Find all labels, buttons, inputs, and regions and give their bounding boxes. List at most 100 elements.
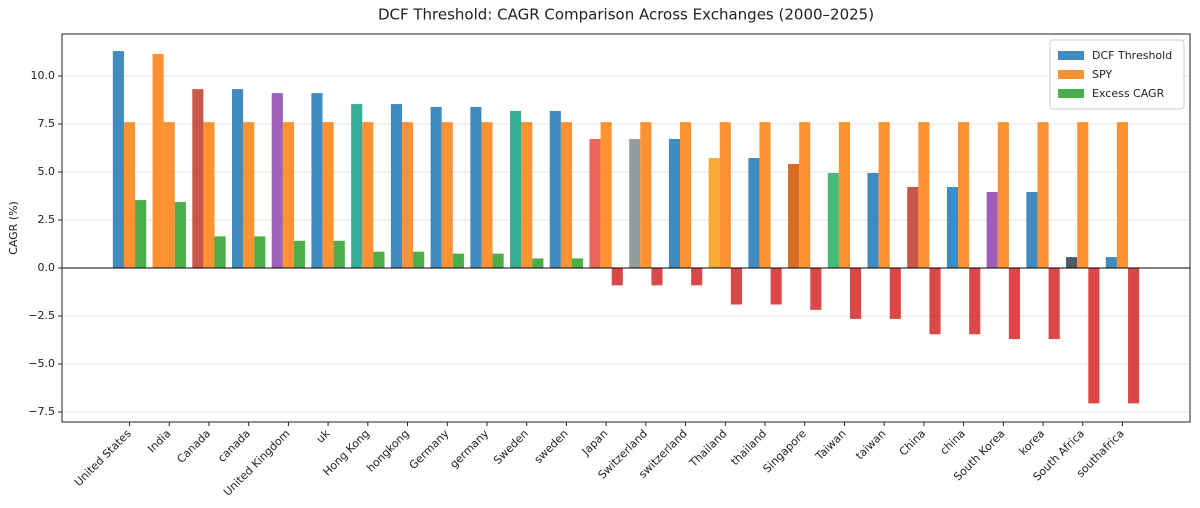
bar xyxy=(691,268,703,286)
bar xyxy=(163,122,175,269)
bar xyxy=(788,163,800,269)
bar xyxy=(827,172,839,269)
bar xyxy=(589,139,601,269)
y-axis-label: CAGR (%) xyxy=(7,201,20,255)
x-tick-label: India xyxy=(145,427,173,455)
bar xyxy=(373,251,385,269)
y-tick-label: −2.5 xyxy=(28,309,55,322)
bar xyxy=(748,158,760,269)
bar xyxy=(560,122,572,269)
bar xyxy=(1026,192,1038,269)
bar xyxy=(668,139,681,269)
bar xyxy=(799,122,811,269)
bar xyxy=(492,253,504,269)
bar xyxy=(878,122,890,269)
bar xyxy=(123,122,136,269)
x-tick-label: germany xyxy=(447,427,491,471)
bar xyxy=(600,122,612,269)
x-tick-label: Sweden xyxy=(491,427,531,467)
bar xyxy=(521,122,533,269)
bar xyxy=(510,110,522,269)
x-tick-label: Singapore xyxy=(761,427,810,476)
plot-frame xyxy=(61,33,1191,423)
x-tick-label: china xyxy=(938,427,968,457)
bar xyxy=(282,122,294,269)
x-tick-label: Thailand xyxy=(686,427,729,470)
bar xyxy=(1105,257,1117,269)
bar xyxy=(867,172,879,269)
bar xyxy=(214,236,226,269)
bar xyxy=(152,53,164,269)
bar xyxy=(192,89,204,269)
bar xyxy=(1066,257,1078,269)
bar xyxy=(362,122,374,269)
bar xyxy=(1128,268,1140,404)
bar xyxy=(1048,268,1060,340)
legend-swatch xyxy=(1058,51,1084,60)
legend-swatch xyxy=(1058,70,1084,79)
y-tick-label: −7.5 xyxy=(28,405,55,418)
bar xyxy=(254,236,266,269)
x-tick-label: Germany xyxy=(407,427,452,472)
y-tick-label: 2.5 xyxy=(38,213,56,226)
x-tick-label: taiwan xyxy=(853,427,888,462)
bar xyxy=(759,122,771,269)
bar xyxy=(112,51,124,269)
legend-label: SPY xyxy=(1092,68,1112,81)
bar xyxy=(1077,122,1089,269)
bar xyxy=(629,139,641,269)
bar xyxy=(390,104,402,269)
bar xyxy=(708,158,720,269)
bar xyxy=(770,268,782,305)
bar xyxy=(311,93,323,269)
x-tick-label: Japan xyxy=(579,427,611,459)
bar xyxy=(452,253,464,269)
bar xyxy=(946,187,959,269)
x-tick-label: China xyxy=(897,427,928,458)
bar xyxy=(1037,122,1049,269)
bar xyxy=(174,201,186,269)
bar xyxy=(958,122,970,269)
x-tick-label: Canada xyxy=(174,427,213,466)
bar xyxy=(413,251,425,269)
bar xyxy=(351,104,363,269)
bar xyxy=(333,240,345,269)
bar xyxy=(918,122,930,269)
bar xyxy=(571,258,584,269)
bar xyxy=(135,200,147,269)
bar xyxy=(441,122,453,269)
bar xyxy=(929,268,941,335)
chart-title: DCF Threshold: CAGR Comparison Across Ex… xyxy=(378,6,874,24)
bar xyxy=(889,268,901,319)
y-tick-label: 0.0 xyxy=(38,261,56,274)
bar xyxy=(203,122,215,269)
bar xyxy=(549,110,561,269)
x-tick-label: thailand xyxy=(728,427,769,468)
bar xyxy=(401,122,414,269)
bar xyxy=(611,268,623,286)
bar xyxy=(243,122,255,269)
bar xyxy=(532,258,544,269)
bar xyxy=(271,93,283,269)
x-tick-label: United States xyxy=(72,427,134,489)
x-tick-label: uk xyxy=(314,427,333,446)
bar xyxy=(1116,122,1129,269)
bar xyxy=(969,268,981,335)
x-tick-label: sweden xyxy=(532,427,571,466)
bar xyxy=(293,240,306,269)
x-tick-label: korea xyxy=(1017,427,1048,458)
legend-label: DCF Threshold xyxy=(1092,49,1172,62)
x-tick-label: Taiwan xyxy=(812,427,848,463)
y-tick-label: 10.0 xyxy=(31,69,56,82)
bar xyxy=(850,268,862,319)
bar xyxy=(810,268,822,310)
bar xyxy=(730,268,742,305)
x-tick-label: canada xyxy=(215,427,253,465)
y-tick-label: −5.0 xyxy=(28,357,55,370)
bar xyxy=(231,89,244,269)
x-tick-label: hongkong xyxy=(364,427,412,475)
bar xyxy=(838,122,851,269)
bar xyxy=(430,106,442,269)
bar xyxy=(907,187,919,269)
